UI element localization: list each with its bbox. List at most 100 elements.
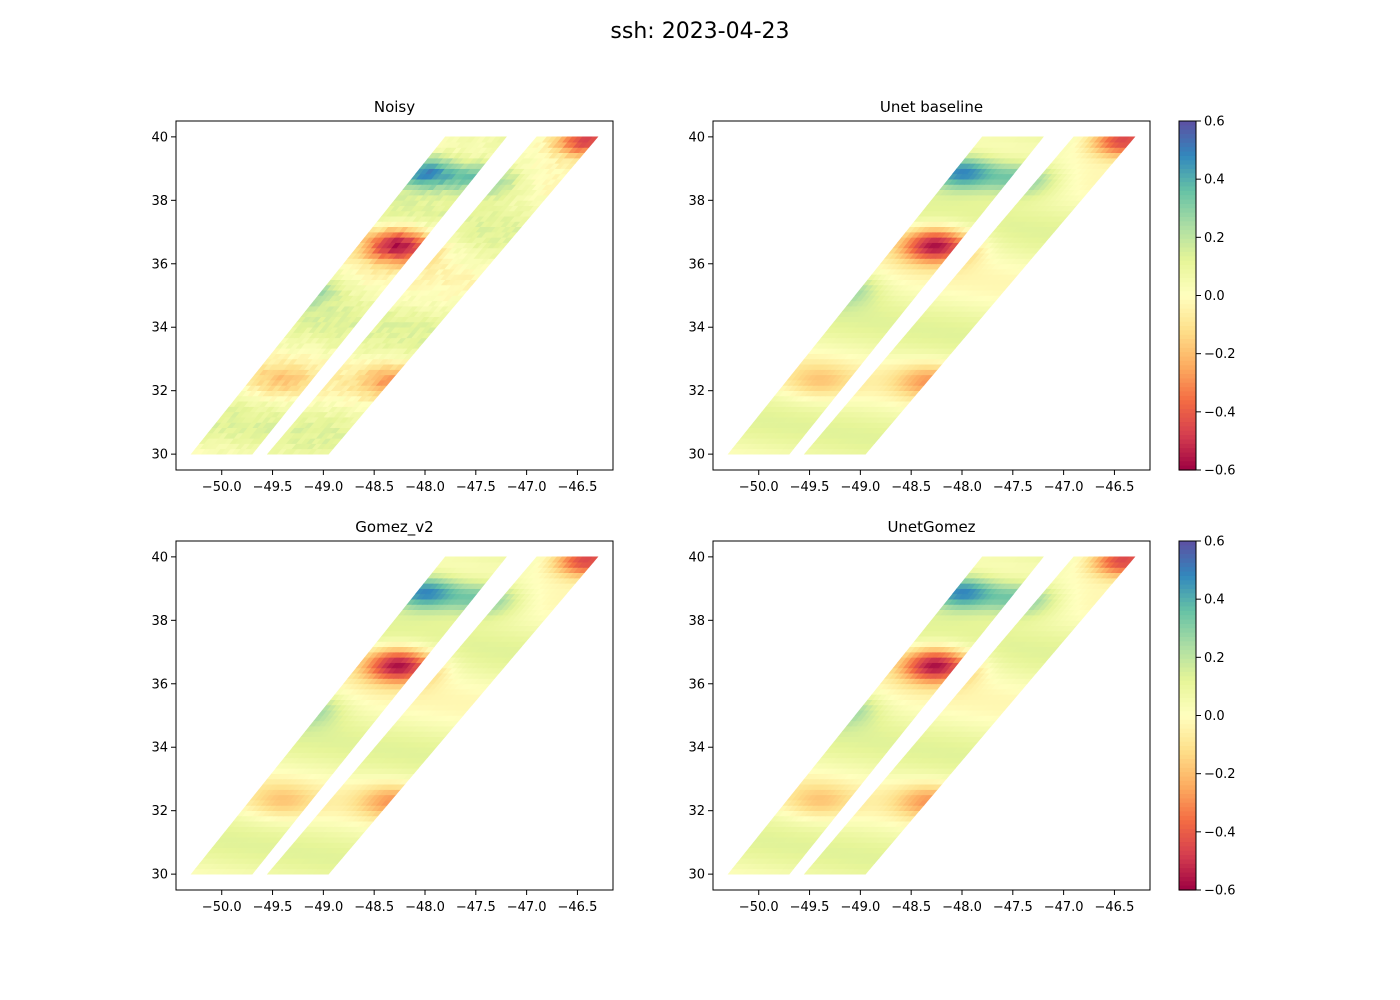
colorbar-segment [1179, 203, 1196, 209]
colorbar-segment [1179, 295, 1196, 301]
colorbar-segment [1179, 443, 1196, 449]
colorbar-segment [1179, 326, 1196, 331]
colorbar-segment [1179, 142, 1196, 148]
x-tick-label: −46.5 [558, 900, 598, 915]
swath-cells [727, 136, 1136, 455]
colorbar-segment [1179, 299, 1196, 305]
colorbar-segment [1179, 330, 1196, 336]
colorbar-segment [1179, 400, 1196, 406]
x-tick-label: −47.5 [456, 480, 496, 495]
colorbar-segment [1179, 264, 1196, 270]
panel-title: UnetGomez [887, 518, 975, 536]
y-tick-label: 32 [151, 384, 168, 399]
colorbar-segment [1179, 195, 1196, 201]
panel-title: Noisy [374, 98, 415, 116]
y-tick-label: 34 [151, 741, 168, 756]
x-tick-label: −48.5 [354, 480, 394, 495]
y-tick-label: 32 [688, 384, 705, 399]
colorbar-segment [1179, 365, 1196, 371]
colorbar-segment [1179, 282, 1196, 288]
colorbar-segment [1179, 404, 1196, 410]
panel-2: Unet baseline−50.0 −49.5 −49.0 −48.5 −48.0 −4… [688, 98, 1235, 495]
y-tick-label: 38 [151, 614, 168, 629]
colorbar: 0.60.40.20.0−0.2−0.4−0.6 [1178, 115, 1236, 479]
colorbar-segment [1179, 308, 1196, 314]
colorbar-segment [1179, 382, 1196, 388]
colorbar-segment [1179, 121, 1196, 126]
x-tick-label: −48.0 [405, 480, 445, 495]
colorbar-segment [1179, 134, 1196, 140]
x-tick-label: −48.0 [405, 900, 445, 915]
y-tick-label: 40 [688, 130, 705, 145]
colorbar-segment [1179, 278, 1196, 284]
colorbar-segment [1179, 352, 1196, 358]
x-tick-label: −47.0 [507, 480, 547, 495]
y-tick-label: 36 [151, 677, 168, 692]
colorbar-segment [1179, 448, 1196, 454]
colorbar-segment [1179, 182, 1196, 188]
x-tick-label: −49.5 [253, 480, 293, 495]
colorbar-segment [1179, 387, 1196, 393]
y-tick-label: 38 [688, 194, 705, 209]
colorbar-segment [1179, 216, 1196, 222]
colorbar-segment [1179, 408, 1196, 414]
x-tick-label: −48.5 [891, 480, 931, 495]
x-tick-label: −46.5 [1095, 480, 1135, 495]
panel-title: Unet baseline [880, 98, 983, 116]
colorbar-tick-label: 0.6 [1204, 115, 1225, 130]
x-tick-label: −49.5 [253, 900, 293, 915]
swath-cells [190, 556, 599, 875]
colorbar-segment [1179, 291, 1196, 297]
colorbar-segment [1179, 230, 1196, 236]
x-tick-label: −47.5 [993, 480, 1033, 495]
x-tick-label: −49.0 [303, 900, 343, 915]
colorbar-segment [1179, 199, 1196, 205]
figure-title: ssh: 2023-04-23 [610, 19, 789, 44]
colorbar-segment [1179, 347, 1196, 353]
colorbar-segment [1179, 422, 1196, 427]
panel-title: Gomez_v2 [355, 518, 433, 537]
colorbar-segment [1179, 173, 1196, 179]
colorbar-segment [1179, 225, 1196, 231]
y-tick-label: 34 [688, 321, 705, 336]
y-tick-label: 30 [151, 868, 168, 883]
colorbar-segment [1179, 374, 1196, 379]
colorbar-segment [1179, 321, 1196, 327]
x-tick-label: −47.5 [456, 900, 496, 915]
colorbar-segment [1179, 186, 1196, 192]
colorbar-segment [1179, 435, 1196, 441]
x-tick-label: −50.0 [739, 480, 779, 495]
colorbar-segment [1179, 243, 1196, 249]
colorbar-segment [1179, 269, 1196, 275]
panel-1: Noisy−50.0 −49.5 −49.0 −48.5 −48.0 −47.5 −47.0… [151, 98, 614, 495]
y-tick-label: 32 [151, 804, 168, 819]
colorbar-segment [1179, 177, 1196, 183]
colorbar-segment [1179, 391, 1196, 397]
colorbar-segment [1179, 129, 1196, 135]
colorbar-segment [1179, 168, 1196, 174]
y-tick-label: 40 [151, 550, 168, 565]
colorbar-segment [1179, 395, 1196, 401]
colorbar-segment [1179, 461, 1196, 467]
x-tick-label: −48.0 [942, 480, 982, 495]
panels-group: Noisy −50.0 −49.5 −49.0 −48.5 −48.0 −47.5 −47.0… [151, 98, 1235, 915]
colorbar-segment [1179, 334, 1196, 340]
colorbar-segment [1179, 212, 1196, 218]
colorbar-segment [1179, 417, 1196, 423]
colorbar-segment [1179, 312, 1196, 318]
colorbar-segment [1179, 317, 1196, 323]
colorbar-segment [1179, 369, 1196, 375]
colorbar-segment [1179, 160, 1196, 166]
colorbar-segment [1179, 164, 1196, 170]
y-tick-label: 38 [151, 194, 168, 209]
colorbar-segment [1179, 190, 1196, 196]
x-tick-label: −47.0 [1044, 480, 1084, 495]
colorbar-segment [1179, 125, 1196, 131]
colorbar-segment [1179, 378, 1196, 384]
panel-4: UnetGomez−50.0 −49.5 −49.0 −48.5 −48.0 −47.5−… [688, 518, 1235, 915]
colorbar-segment [1179, 151, 1196, 157]
y-tick-label: 40 [151, 130, 168, 145]
y-tick-label: 30 [688, 448, 705, 463]
y-tick-label: 30 [151, 448, 168, 463]
colorbar-segment [1179, 304, 1196, 310]
